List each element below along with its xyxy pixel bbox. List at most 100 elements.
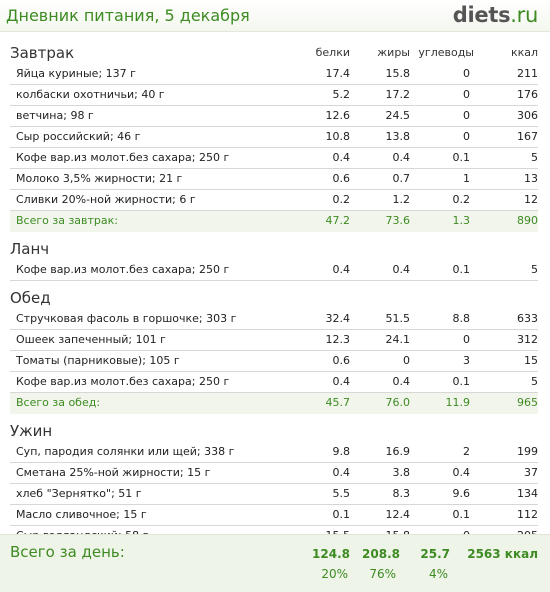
kcal-value: 13 bbox=[524, 172, 538, 185]
meal-title: Ужин bbox=[10, 422, 53, 440]
kcal-value: 112 bbox=[517, 508, 538, 521]
food-row: Стручковая фасоль в горшочке; 303 г 32.4 5… bbox=[10, 309, 538, 330]
carbs-value: 0.1 bbox=[452, 508, 471, 521]
page-title: Дневник питания, 5 декабря bbox=[6, 6, 250, 25]
fat-value: 16.9 bbox=[385, 445, 411, 458]
food-name: Сметана 25%-ной жирности; 15 г bbox=[16, 466, 211, 479]
carbs-value: 0 bbox=[463, 109, 470, 122]
protein-value: 12.6 bbox=[325, 109, 351, 122]
protein-value: 9.8 bbox=[332, 445, 351, 458]
food-name: Стручковая фасоль в горшочке; 303 г bbox=[16, 312, 237, 325]
meal-total-label: Всего за обед: bbox=[16, 396, 101, 409]
carbs-value: 0.2 bbox=[452, 193, 471, 206]
fat-value: 1.2 bbox=[392, 193, 411, 206]
carbs-value: 8.8 bbox=[452, 312, 471, 325]
carbs-value: 0 bbox=[463, 88, 470, 101]
day-total-kcal: 2563 ккал bbox=[467, 547, 538, 561]
food-name: Ошеек запеченный; 101 г bbox=[16, 333, 166, 346]
protein-value: 47.2 bbox=[325, 214, 351, 227]
logo-tld: .ru bbox=[510, 3, 538, 27]
kcal-value: 37 bbox=[524, 466, 538, 479]
day-total-label: Всего за день: bbox=[10, 543, 125, 561]
fat-value: 8.3 bbox=[392, 487, 411, 500]
food-name: колбаски охотничьи; 40 г bbox=[16, 88, 165, 101]
fat-value: 0.7 bbox=[392, 172, 411, 185]
kcal-value: 5 bbox=[531, 151, 538, 164]
kcal-value: 633 bbox=[517, 312, 538, 325]
protein-value: 12.3 bbox=[325, 333, 351, 346]
food-row: Молоко 3,5% жирности; 21 г 0.6 0.7 1 13 bbox=[10, 169, 538, 190]
meals-table: Завтрак белки жиры углеводы ккал Яйца куриные… bbox=[10, 42, 538, 589]
food-name: Яйца куриные; 137 г bbox=[16, 67, 136, 80]
protein-value: 45.7 bbox=[325, 396, 351, 409]
meal-total-row: Всего за обед: 45.7 76.0 11.9 965 bbox=[10, 393, 538, 414]
carbs-value: 0.4 bbox=[452, 466, 471, 479]
food-row: ветчина; 98 г 12.6 24.5 0 306 bbox=[10, 106, 538, 127]
logo-main: diets bbox=[452, 3, 511, 27]
carbs-value: 0.1 bbox=[452, 263, 471, 276]
fat-value: 0 bbox=[403, 354, 410, 367]
food-row: Сметана 25%-ной жирности; 15 г 0.4 3.8 0.4 3… bbox=[10, 463, 538, 484]
food-row: Кофе вар.из молот.без сахара; 250 г 0.4 0.… bbox=[10, 148, 538, 169]
kcal-value: 12 bbox=[524, 193, 538, 206]
food-row: Масло сливочное; 15 г 0.1 12.4 0.1 112 bbox=[10, 505, 538, 526]
food-name: Суп, пародия солянки или щей; 338 г bbox=[16, 445, 235, 458]
food-row: Суп, пародия солянки или щей; 338 г 9.8 16… bbox=[10, 442, 538, 463]
day-pct-protein: 20% bbox=[321, 567, 348, 581]
column-header-carbs: углеводы bbox=[418, 46, 474, 59]
fat-value: 73.6 bbox=[385, 214, 411, 227]
day-total-carbs: 25.7 bbox=[420, 547, 450, 561]
food-name: Кофе вар.из молот.без сахара; 250 г bbox=[16, 263, 230, 276]
column-header-kcal: ккал bbox=[510, 46, 538, 59]
protein-value: 0.6 bbox=[332, 354, 351, 367]
kcal-value: 199 bbox=[517, 445, 538, 458]
fat-value: 24.5 bbox=[385, 109, 411, 122]
fat-value: 17.2 bbox=[385, 88, 411, 101]
protein-value: 0.6 bbox=[332, 172, 351, 185]
food-row: Ошеек запеченный; 101 г 12.3 24.1 0 312 bbox=[10, 330, 538, 351]
food-name: Молоко 3,5% жирности; 21 г bbox=[16, 172, 183, 185]
day-pct-carbs: 4% bbox=[428, 567, 448, 581]
food-name: Кофе вар.из молот.без сахара; 250 г bbox=[16, 375, 230, 388]
fat-value: 24.1 bbox=[385, 333, 411, 346]
food-row: Кофе вар.из молот.без сахара; 250 г 0.4 0.… bbox=[10, 372, 538, 393]
protein-value: 0.4 bbox=[332, 375, 351, 388]
fat-value: 0.4 bbox=[392, 151, 411, 164]
protein-value: 0.4 bbox=[332, 263, 351, 276]
food-row: Кофе вар.из молот.без сахара; 250 г 0.4 0.… bbox=[10, 260, 538, 281]
fat-value: 0.4 bbox=[392, 263, 411, 276]
food-row: Яйца куриные; 137 г 17.4 15.8 0 211 bbox=[10, 64, 538, 85]
kcal-value: 5 bbox=[531, 263, 538, 276]
fat-value: 3.8 bbox=[392, 466, 411, 479]
fat-value: 76.0 bbox=[385, 396, 411, 409]
food-row: хлеб "Зернятко"; 51 г 5.5 8.3 9.6 134 bbox=[10, 484, 538, 505]
meal-title: Обед bbox=[10, 289, 51, 307]
food-name: Кофе вар.из молот.без сахара; 250 г bbox=[16, 151, 230, 164]
carbs-value: 1 bbox=[463, 172, 470, 185]
day-total-panel: Всего за день: 124.8 208.8 25.7 2563 кка… bbox=[0, 534, 550, 592]
food-row: Сливки 20%-ной жирности; 6 г 0.2 1.2 0.2 12 bbox=[10, 190, 538, 211]
meal-total-label: Всего за завтрак: bbox=[16, 214, 119, 227]
protein-value: 0.4 bbox=[332, 466, 351, 479]
food-name: ветчина; 98 г bbox=[16, 109, 94, 122]
fat-value: 51.5 bbox=[385, 312, 411, 325]
site-logo[interactable]: diets.ru bbox=[452, 3, 539, 27]
carbs-value: 0.1 bbox=[452, 375, 471, 388]
page-header: Дневник питания, 5 декабря diets.ru bbox=[0, 0, 550, 32]
carbs-value: 1.3 bbox=[452, 214, 471, 227]
meal-total-row: Всего за завтрак: 47.2 73.6 1.3 890 bbox=[10, 211, 538, 232]
protein-value: 5.5 bbox=[332, 487, 351, 500]
column-header-fat: жиры bbox=[377, 46, 410, 59]
food-name: хлеб "Зернятко"; 51 г bbox=[16, 487, 142, 500]
carbs-value: 3 bbox=[463, 354, 470, 367]
kcal-value: 176 bbox=[517, 88, 538, 101]
carbs-value: 9.6 bbox=[452, 487, 471, 500]
kcal-value: 890 bbox=[517, 214, 538, 227]
food-name: Сливки 20%-ной жирности; 6 г bbox=[16, 193, 196, 206]
carbs-value: 0 bbox=[463, 130, 470, 143]
food-row: Томаты (парниковые); 105 г 0.6 0 3 15 bbox=[10, 351, 538, 372]
kcal-value: 15 bbox=[524, 354, 538, 367]
kcal-value: 5 bbox=[531, 375, 538, 388]
protein-value: 17.4 bbox=[325, 67, 351, 80]
